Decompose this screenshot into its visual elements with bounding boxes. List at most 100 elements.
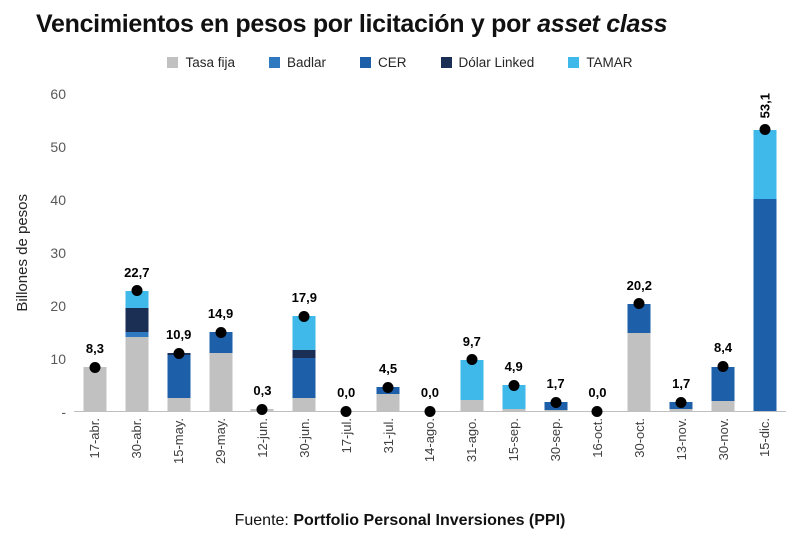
bar-group-31-jul: 4,5 — [367, 94, 409, 411]
total-marker-dot — [550, 396, 562, 408]
total-marker-dot — [591, 405, 603, 417]
x-axis-label-slot: 15-may. — [158, 418, 200, 498]
legend-item-badlar: Badlar — [268, 55, 326, 70]
bar-segment-tasa-fija — [627, 332, 651, 411]
total-value-label: 1,7 — [672, 376, 691, 391]
legend-label: Dólar Linked — [458, 55, 535, 70]
x-axis-label: 13-nov. — [673, 418, 689, 461]
bar-segment-dolar-linked — [125, 307, 149, 332]
legend-swatch-dolar-linked — [440, 57, 452, 68]
x-axis-label-slot: 29-may. — [200, 418, 242, 498]
bar-stack — [167, 353, 191, 411]
y-axis-title: Billones de pesos — [8, 94, 36, 412]
total-value-label: 14,9 — [207, 306, 234, 322]
bar-segment-dolar-linked — [292, 350, 316, 358]
total-marker-dot — [508, 379, 520, 391]
bars-container: 8,3 22,7 10,9 14,9 0,3 17,9 0,0 4,5 0,0 9,7 4,9 1,7… — [74, 93, 786, 417]
total-marker-dot — [89, 361, 101, 373]
bar-stack — [502, 385, 526, 411]
bar-group-15-sep: 4,9 — [493, 94, 535, 411]
bar-stack — [125, 290, 149, 411]
chart-title-italic: asset class — [537, 10, 668, 38]
bar-group-15-dic: 53,1 — [744, 93, 786, 411]
x-axis-label: 30-abr. — [129, 418, 145, 459]
bar-group-15-may: 10,9 — [158, 94, 200, 411]
x-axis-label: 30-jun. — [296, 418, 312, 458]
bar-segment-cer — [711, 366, 735, 402]
bar-segment-tasa-fija — [376, 393, 400, 411]
bar-segment-tamar — [753, 129, 777, 199]
bar-segment-tasa-fija — [502, 408, 526, 411]
bar-group-17-abr: 8,3 — [74, 94, 116, 411]
total-marker-dot — [759, 124, 771, 136]
bar-stack — [753, 129, 777, 411]
y-tick-label: 60 — [50, 86, 66, 102]
y-tick-label: 40 — [50, 192, 66, 208]
bar-segment-tasa-fija — [711, 401, 735, 411]
source-caption: Fuente: Portfolio Personal Inversiones (… — [0, 512, 800, 530]
x-axis-label: 12-jun. — [254, 418, 270, 458]
source-prefix: Fuente: — [234, 512, 294, 529]
y-tick-label: 10 — [50, 351, 66, 367]
bar-stack — [627, 303, 651, 411]
total-marker-dot — [173, 347, 185, 359]
plot-area: 8,3 22,7 10,9 14,9 0,3 17,9 0,0 4,5 0,0 9,7 4,9 1,7… — [74, 93, 786, 417]
x-axis-label: 15-sep. — [506, 418, 522, 462]
bar-segment-tamar — [502, 385, 526, 409]
x-axis-label: 17-abr. — [87, 418, 103, 459]
x-axis-label: 16-oct. — [589, 418, 605, 458]
x-axis-label-slot: 17-abr. — [74, 418, 116, 498]
x-axis-label-slot: 31-jul. — [367, 418, 409, 498]
legend-label: CER — [378, 55, 407, 70]
bar-group-30-nov: 8,4 — [702, 94, 744, 411]
bar-segment-tamar — [460, 359, 484, 401]
x-axis-label: 30-sep. — [548, 418, 564, 462]
bar-segment-cer — [627, 303, 651, 333]
x-axis-label-slot: 14-ago. — [409, 418, 451, 498]
bar-segment-cer — [753, 199, 777, 411]
x-axis-label: 30-oct. — [631, 418, 647, 458]
y-axis-title-text: Billones de pesos — [13, 194, 31, 312]
total-value-label: 8,4 — [714, 340, 733, 356]
bar-segment-cer — [167, 355, 191, 398]
legend-item-tamar: TAMAR — [568, 55, 633, 70]
total-value-label: 8,3 — [85, 341, 104, 357]
x-axis-label: 29-may. — [213, 418, 229, 464]
y-axis-ticks: 60 50 40 30 20 10 - — [36, 86, 74, 420]
bar-segment-tasa-fija — [669, 409, 693, 411]
y-tick-label: 20 — [50, 298, 66, 314]
bar-group-16-oct: 0,0 — [577, 94, 619, 417]
legend-item-dolar-linked: Dólar Linked — [440, 55, 535, 70]
bar-group-30-jun: 17,9 — [283, 94, 325, 411]
bar-segment-tamar — [292, 316, 316, 351]
x-axis-label-slot: 31-ago. — [451, 418, 493, 498]
x-axis-label: 31-ago. — [464, 418, 480, 463]
x-axis-label: 15-may. — [171, 418, 187, 464]
total-value-label: 9,7 — [462, 333, 481, 349]
x-axis-label-slot: 15-dic. — [744, 418, 786, 498]
total-marker-dot — [466, 354, 478, 366]
bar-group-17-jul: 0,0 — [325, 94, 367, 417]
x-axis-label-slot: 30-oct. — [618, 418, 660, 498]
bar-stack — [711, 366, 735, 411]
x-axis-label: 17-jul. — [338, 418, 354, 454]
bar-segment-tasa-fija — [167, 397, 191, 411]
total-value-label: 22,7 — [124, 264, 150, 280]
bar-stack — [209, 332, 233, 411]
bar-segment-cer — [209, 332, 233, 353]
total-value-label: 0,0 — [420, 385, 439, 400]
x-axis-label: 31-jul. — [380, 418, 396, 454]
legend-label: Tasa fija — [185, 55, 235, 70]
bar-stack — [292, 316, 316, 411]
bar-group-13-nov: 1,7 — [660, 94, 702, 411]
x-axis-label-slot: 16-oct. — [577, 418, 619, 498]
total-value-label: 10,9 — [166, 327, 192, 343]
total-value-label: 17,9 — [291, 290, 317, 306]
bar-segment-tasa-fija — [209, 352, 233, 411]
legend-swatch-cer — [360, 57, 371, 68]
total-value-label: 0,3 — [253, 383, 272, 399]
x-axis-label-slot: 15-sep. — [493, 418, 535, 498]
total-value-label: 20,2 — [626, 277, 652, 293]
bar-segment-tasa-fija — [292, 397, 316, 411]
